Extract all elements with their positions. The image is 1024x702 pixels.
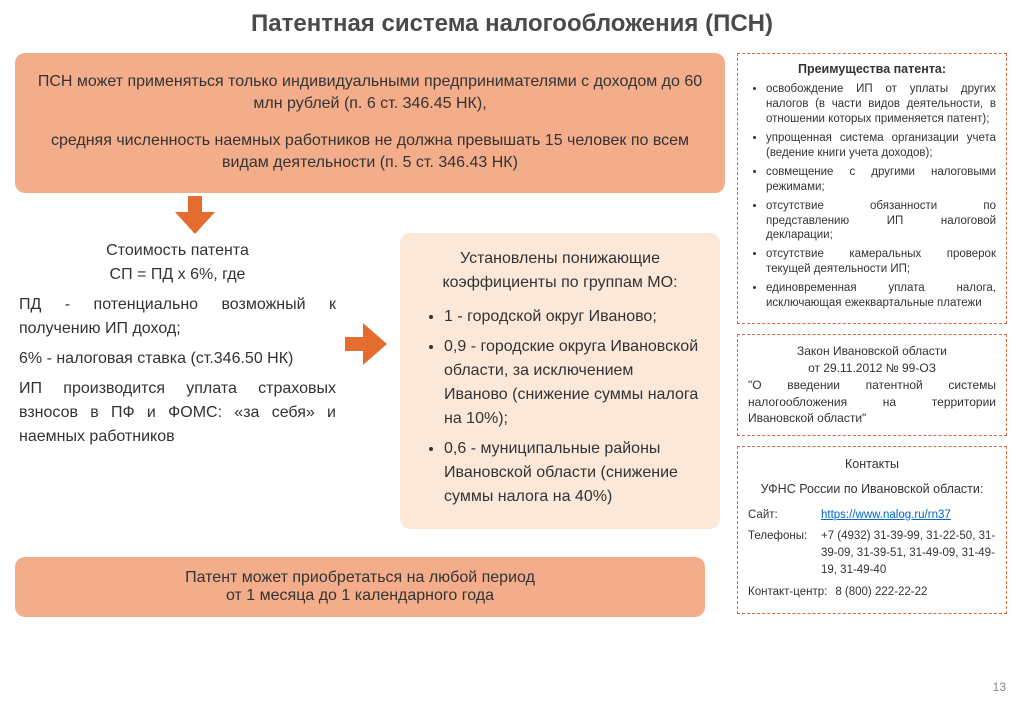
cc-label: Контакт-центр: bbox=[748, 584, 827, 601]
law-box: Закон Ивановской области от 29.11.2012 №… bbox=[737, 334, 1007, 436]
cc-value: 8 (800) 222-22-22 bbox=[835, 584, 927, 601]
period-box: Патент может приобретаться на любой пери… bbox=[15, 557, 705, 617]
formula-box: Стоимость патента СП = ПД х 6%, где ПД -… bbox=[15, 233, 340, 529]
left-column: ПСН может применяться только индивидуаль… bbox=[15, 53, 725, 617]
coeff-item: 0,6 - муниципальные районы Ивановской об… bbox=[444, 437, 700, 509]
right-column: Преимущества патента: освобождение ИП от… bbox=[737, 53, 1007, 617]
law-date: от 29.11.2012 № 99-ОЗ bbox=[748, 360, 996, 377]
arrow-right-icon bbox=[345, 323, 387, 370]
condition-income: ПСН может применяться только индивидуаль… bbox=[35, 71, 705, 116]
arrow-down-icon bbox=[175, 196, 215, 239]
page-title: Патентная система налогообложения (ПСН) bbox=[15, 10, 1009, 38]
page-number: 13 bbox=[993, 680, 1006, 694]
coeff-list: 1 - городской округ Иваново; 0,9 - город… bbox=[420, 305, 700, 509]
contacts-header: Контакты bbox=[748, 455, 996, 474]
advantage-item: отсутствие обязанности по представлению … bbox=[766, 199, 996, 244]
tel-label: Телефоны: bbox=[748, 528, 813, 580]
condition-employees: средняя численность наемных работников н… bbox=[35, 130, 705, 175]
formula-pd: ПД - потенциально возможный к получению … bbox=[19, 293, 336, 341]
tel-value: +7 (4932) 31-39-99, 31-22-50, 31-39-09, … bbox=[821, 528, 996, 580]
advantage-item: совмещение с другими налоговыми режимами… bbox=[766, 165, 996, 195]
coeff-header: Установлены понижающие коэффициенты по г… bbox=[420, 247, 700, 295]
contacts-sub: УФНС России по Ивановской области: bbox=[748, 480, 996, 499]
formula-insurance: ИП производится уплата страховых взносов… bbox=[19, 377, 336, 449]
contacts-box: Контакты УФНС России по Ивановской облас… bbox=[737, 446, 1007, 614]
advantage-item: упрощенная система организации учета (ве… bbox=[766, 131, 996, 161]
advantage-item: освобождение ИП от уплаты других налогов… bbox=[766, 82, 996, 127]
advantage-item: единовременная уплата налога, исключающа… bbox=[766, 281, 996, 311]
coeff-item: 0,9 - городские округа Ивановской област… bbox=[444, 335, 700, 431]
law-title: Закон Ивановской области bbox=[748, 343, 996, 360]
formula-rate: 6% - налоговая ставка (ст.346.50 НК) bbox=[19, 347, 336, 371]
site-link[interactable]: https://www.nalog.ru/rn37 bbox=[821, 507, 951, 524]
main-layout: ПСН может применяться только индивидуаль… bbox=[15, 53, 1009, 617]
coefficients-box: Установлены понижающие коэффициенты по г… bbox=[400, 233, 720, 529]
advantages-box: Преимущества патента: освобождение ИП от… bbox=[737, 53, 1007, 324]
advantage-item: отсутствие камеральных проверок текущей … bbox=[766, 247, 996, 277]
advantages-list: освобождение ИП от уплаты других налогов… bbox=[748, 82, 996, 311]
conditions-box: ПСН может применяться только индивидуаль… bbox=[15, 53, 725, 193]
period-l2: от 1 месяца до 1 календарного года bbox=[35, 587, 685, 605]
site-label: Сайт: bbox=[748, 507, 813, 524]
law-quote: "О введении патентной системы налогообло… bbox=[748, 377, 996, 427]
advantages-header: Преимущества патента: bbox=[748, 62, 996, 76]
formula-equation: СП = ПД х 6%, где bbox=[19, 263, 336, 287]
coeff-item: 1 - городской округ Иваново; bbox=[444, 305, 700, 329]
period-l1: Патент может приобретаться на любой пери… bbox=[35, 569, 685, 587]
middle-row: Стоимость патента СП = ПД х 6%, где ПД -… bbox=[15, 233, 725, 529]
formula-title: Стоимость патента bbox=[19, 239, 336, 263]
